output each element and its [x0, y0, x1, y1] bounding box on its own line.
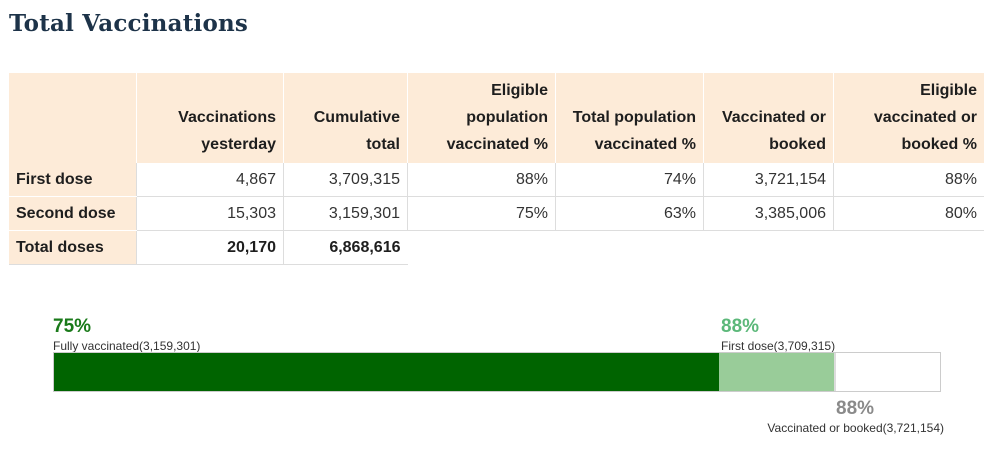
booked-segment — [833, 353, 837, 391]
table-cell: 63% — [555, 196, 704, 231]
table-cell: 3,385,006 — [703, 196, 834, 231]
table-cell: 4,867 — [136, 163, 284, 197]
booked-percent: 88% — [836, 398, 875, 419]
table-cell: 3,709,315 — [283, 163, 408, 197]
first-dose-label: First dose(3,709,315) — [721, 339, 836, 353]
column-header-eligible-vaccinated-or-booked-pct: Eligible vaccinated or booked % — [833, 73, 984, 163]
table-cell-empty — [833, 230, 984, 265]
page-title: Total Vaccinations — [9, 10, 249, 37]
column-header-cumulative-total: Cumulative total — [283, 73, 408, 163]
table-cell: 88% — [833, 163, 984, 197]
table-cell: 6,868,616 — [283, 230, 408, 265]
table-row-total: Total doses 20,170 6,868,616 — [9, 230, 984, 265]
row-label-first-dose: First dose — [9, 163, 137, 197]
table-cell-empty — [407, 230, 556, 265]
column-header-corner — [9, 73, 137, 163]
table-row: Second dose 15,303 3,159,301 75% 63% 3,3… — [9, 196, 984, 231]
table-cell: 80% — [833, 196, 984, 231]
row-label-total-doses: Total doses — [9, 230, 137, 265]
table-cell: 20,170 — [136, 230, 284, 265]
fully-vaccinated-label: Fully vaccinated(3,159,301) — [53, 339, 201, 353]
table-cell: 3,721,154 — [703, 163, 834, 197]
table-cell: 74% — [555, 163, 704, 197]
booked-label: Vaccinated or booked(3,721,154) — [767, 421, 944, 435]
table-cell-empty — [555, 230, 704, 265]
vaccinations-table: Vaccinations yesterday Cumulative total … — [9, 73, 984, 265]
table-row: First dose 4,867 3,709,315 88% 74% 3,721… — [9, 163, 984, 197]
column-header-eligible-vaccinated-pct: Eligible population vaccinated % — [407, 73, 556, 163]
row-label-second-dose: Second dose — [9, 196, 137, 231]
table-header-row: Vaccinations yesterday Cumulative total … — [9, 73, 984, 163]
first-dose-segment — [718, 353, 834, 391]
fully-vaccinated-segment — [54, 353, 719, 391]
first-dose-percent: 88% — [721, 316, 760, 337]
table-cell: 75% — [407, 196, 556, 231]
column-header-vaccinated-or-booked: Vaccinated or booked — [703, 73, 834, 163]
column-header-total-vaccinated-pct: Total population vaccinated % — [555, 73, 704, 163]
fully-vaccinated-percent: 75% — [53, 316, 92, 337]
vaccination-progress-bar — [53, 352, 941, 392]
table-cell: 88% — [407, 163, 556, 197]
column-header-vaccinations-yesterday: Vaccinations yesterday — [136, 73, 284, 163]
table-cell-empty — [703, 230, 834, 265]
table-cell: 15,303 — [136, 196, 284, 231]
table-cell: 3,159,301 — [283, 196, 408, 231]
